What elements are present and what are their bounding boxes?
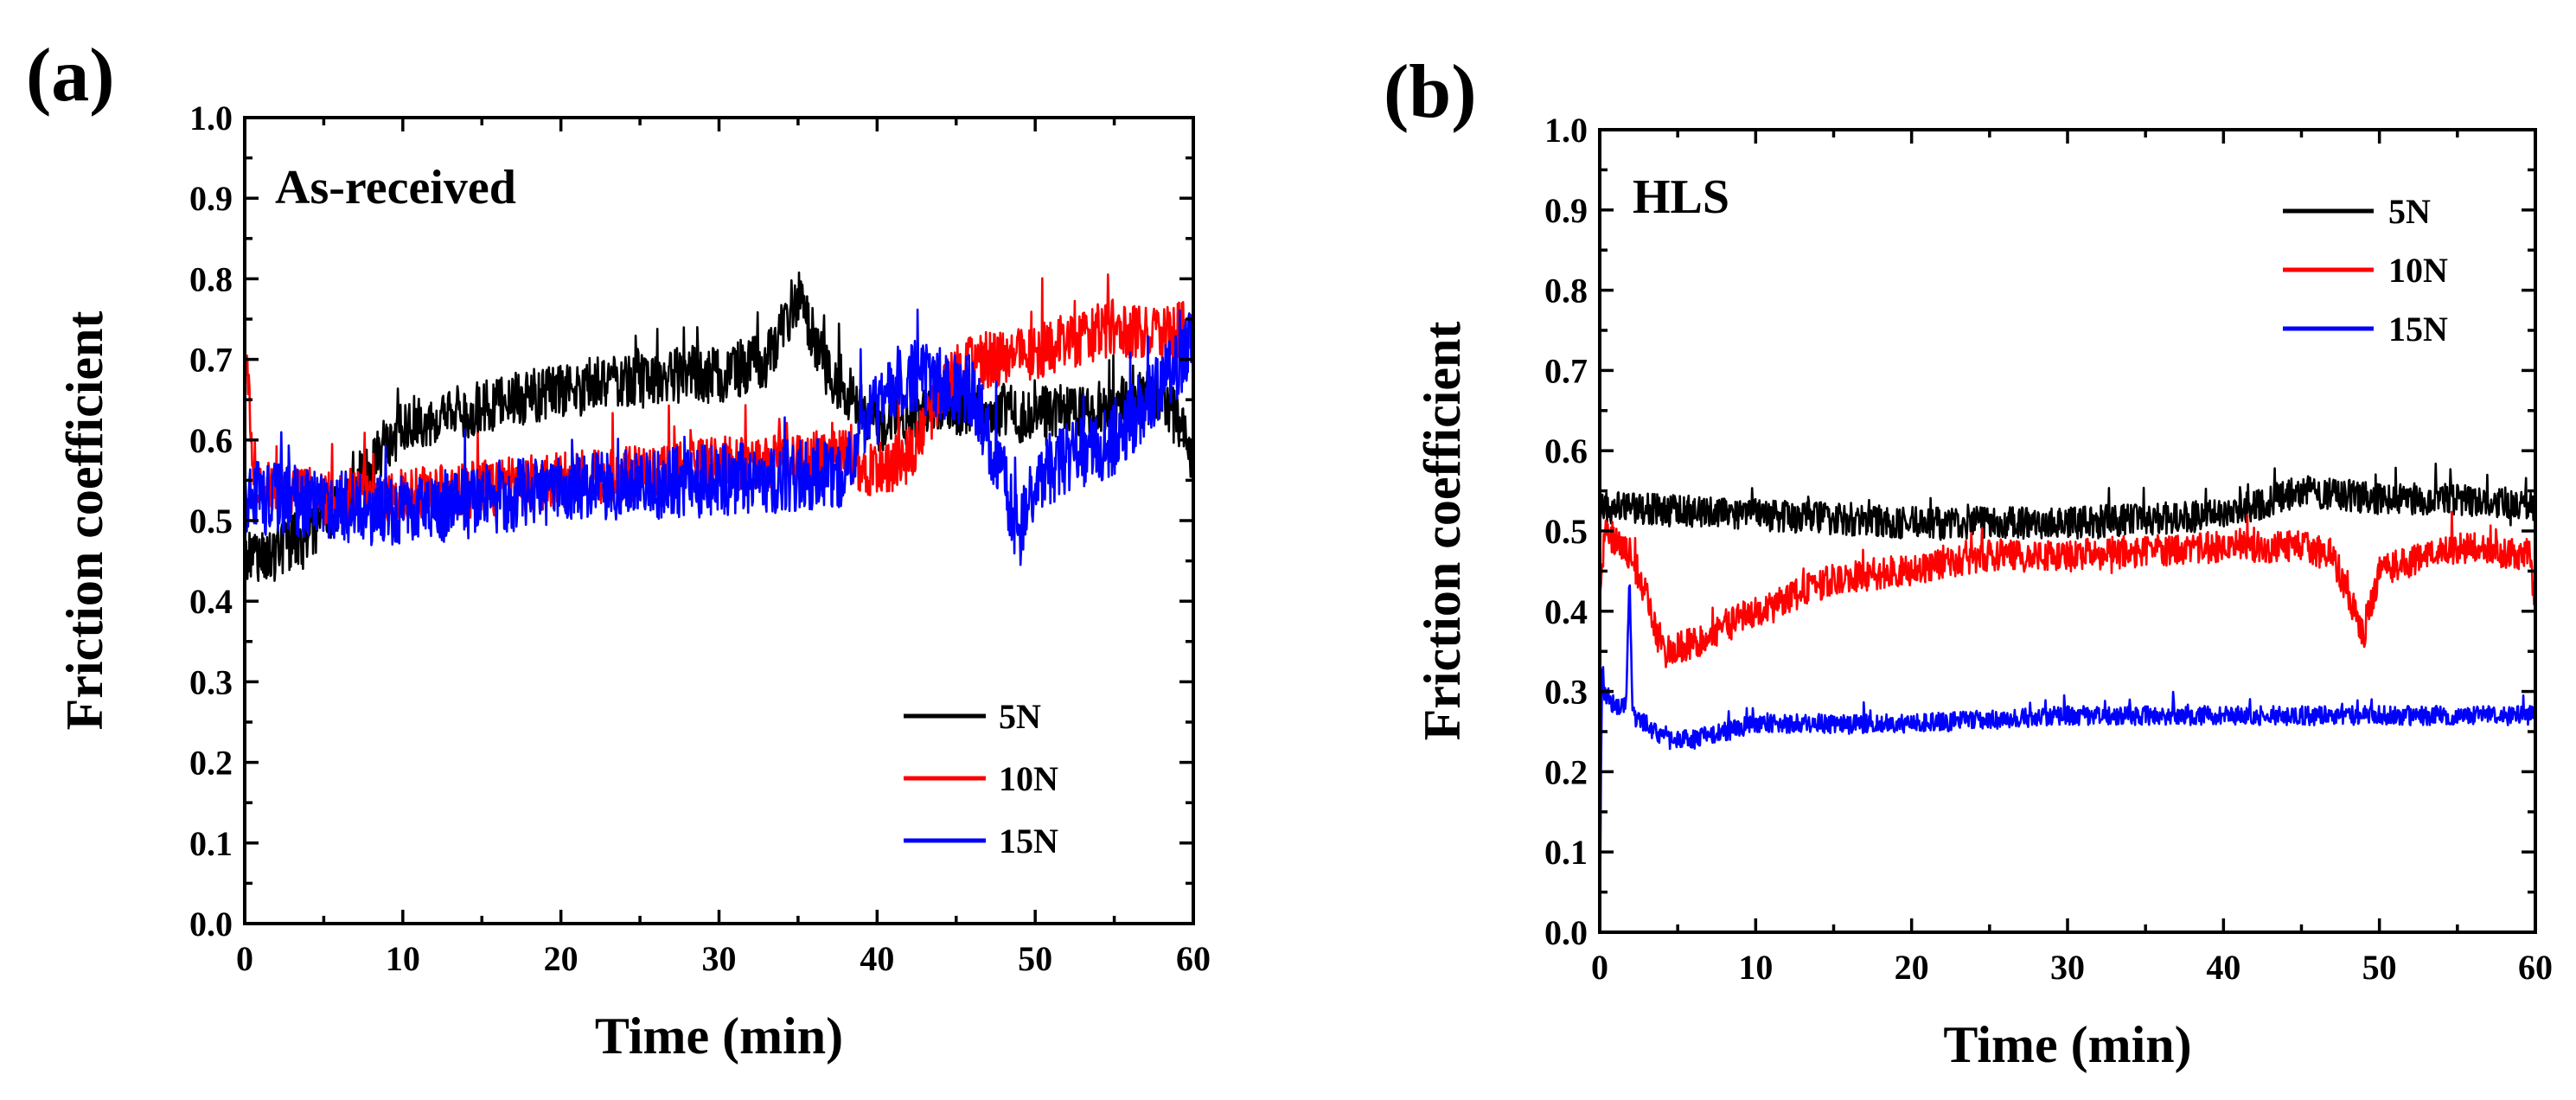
series-line-5n [245,271,1193,582]
x-tick-label: 60 [2518,948,2553,987]
x-tick-label: 10 [1738,948,1773,987]
y-tick-label: 0.2 [189,744,233,783]
series-line-15n [1600,584,2535,932]
x-tick-label: 40 [860,939,894,978]
y-tick-label: 0.7 [1544,351,1588,390]
x-tick-label: 50 [1018,939,1052,978]
y-axis-title: Friction coefficient [56,311,113,731]
x-tick-label: 0 [1591,948,1608,987]
y-tick-label: 0.5 [1544,512,1588,551]
y-tick-label: 0.8 [1544,272,1588,310]
panel-label: (b) [1384,50,1477,134]
sample-annotation: As-received [275,161,516,214]
y-tick-label: 0.4 [189,582,233,621]
series-group [1600,462,2535,932]
sample-annotation: HLS [1633,170,1729,224]
y-tick-label: 0.9 [1544,191,1588,230]
y-axis-title: Friction coefficient [1414,322,1471,741]
y-tick-label: 0.3 [189,662,233,701]
y-tick-label: 0.0 [1544,913,1588,952]
x-axis-title: Time (min) [1943,1016,2191,1073]
panel-a-chart: (a) 0 10 20 30 40 50 60 0.0 0.1 0.2 0.3 0.4 0.5 0.6 0.7… [26,34,1211,1065]
x-axis-title: Time (min) [595,1007,843,1065]
x-tick-label: 50 [2362,948,2397,987]
y-tick-label: 0.5 [189,502,233,540]
y-tick-label: 0.6 [189,421,233,460]
y-tick-label: 0.8 [189,259,233,298]
panel-b-chart: (b) 0 10 20 30 40 50 60 0.0 0.1 0.2 0.3 0.4 0.5 0.6 0.7… [1384,50,2553,1073]
y-tick-label: 0.3 [1544,673,1588,712]
series-line-15n [245,308,1193,566]
x-tick-label: 30 [2050,948,2085,987]
x-tick-label: 40 [2206,948,2240,987]
y-tick-label: 0.6 [1544,432,1588,470]
legend-label: 15N [2388,310,2448,349]
series-line-10n [1600,510,2535,668]
panel-label: (a) [26,34,115,118]
series-group [245,271,1193,582]
x-tick-label: 60 [1176,939,1211,978]
y-tick-label: 0.7 [189,341,233,380]
y-tick-label: 0.4 [1544,592,1588,631]
y-tick-label: 0.1 [189,824,233,863]
legend-label: 15N [999,822,1058,860]
y-tick-label: 1.0 [189,99,233,138]
legend: 5N 10N 15N [904,697,1058,860]
y-tick-label: 0.2 [1544,752,1588,791]
legend-label: 10N [2388,251,2448,290]
x-tick-label: 30 [702,939,737,978]
y-tick-label: 0.0 [189,905,233,943]
x-tick-label: 0 [236,939,253,978]
y-tick-label: 1.0 [1544,111,1588,150]
x-tick-label: 20 [544,939,578,978]
y-tick-label: 0.9 [189,179,233,218]
series-line-5n [1600,462,2535,541]
y-tick-label: 0.1 [1544,833,1588,872]
legend-label: 10N [999,759,1058,798]
legend-label: 5N [2388,192,2431,231]
x-tick-label: 10 [386,939,420,978]
legend-label: 5N [999,697,1041,736]
legend: 5N 10N 15N [2283,192,2448,349]
x-tick-label: 20 [1895,948,1929,987]
